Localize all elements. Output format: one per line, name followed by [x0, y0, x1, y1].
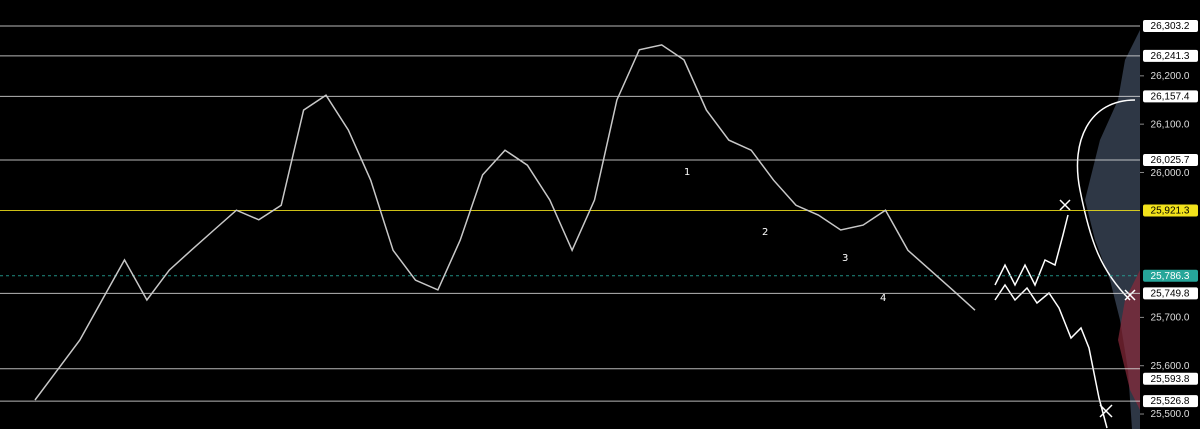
annotations: 1 2 3 4: [684, 167, 886, 304]
y-tick-label: 25,600.0: [1151, 361, 1190, 372]
price-label: 26,303.2: [1151, 21, 1190, 32]
annotation: 1: [684, 167, 690, 178]
price-label: 25,749.8: [1151, 288, 1190, 299]
price-label: 25,786.3: [1151, 271, 1190, 282]
price-badge: [1143, 269, 1198, 282]
price-badge: [1143, 372, 1198, 385]
price-badge: [1143, 204, 1198, 217]
y-tick-label: 26,000.0: [1151, 168, 1190, 179]
y-tick-label: 25,700.0: [1151, 313, 1190, 324]
price-badge: [1143, 19, 1198, 32]
price-line: [34, 44, 976, 401]
price-badge: [1143, 395, 1198, 408]
price-label: 26,241.3: [1151, 51, 1190, 62]
price-badge: [1143, 154, 1198, 167]
annotation: 3: [842, 253, 848, 264]
price-label: 25,921.3: [1151, 206, 1190, 217]
volume-profile-red: [1118, 270, 1140, 410]
y-tick-label: 25,500.0: [1151, 409, 1190, 420]
price-badge: [1143, 90, 1198, 103]
hand-drawing: [994, 99, 1136, 429]
y-tick-label: 26,200.0: [1151, 71, 1190, 82]
price-label: 26,025.7: [1151, 155, 1190, 166]
price-label: 25,526.8: [1151, 396, 1190, 407]
price-badge: [1143, 287, 1198, 300]
price-badge: [1143, 49, 1198, 62]
annotation: 2: [762, 227, 768, 238]
annotation: 4: [880, 293, 886, 304]
price-label: 25,593.8: [1151, 374, 1190, 385]
price-label: 26,157.4: [1151, 92, 1190, 103]
y-tick-label: 26,100.0: [1151, 119, 1190, 130]
